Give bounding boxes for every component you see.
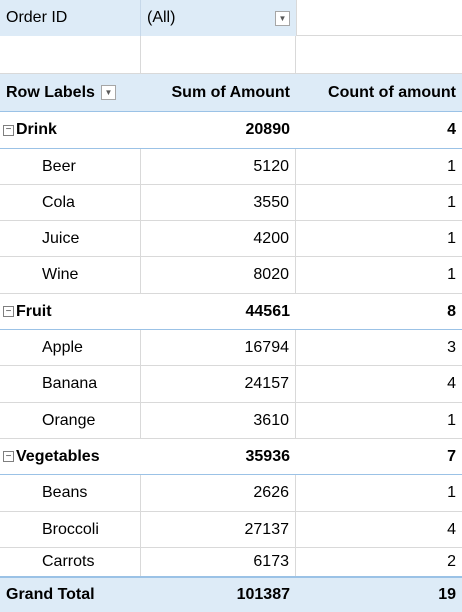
item-count[interactable]: 4 xyxy=(447,375,456,392)
item-count[interactable]: 1 xyxy=(447,157,456,175)
chevron-down-icon: ▼ xyxy=(278,13,287,23)
item-sum[interactable]: 2626 xyxy=(141,475,296,511)
item-label[interactable]: Cola xyxy=(0,185,141,220)
group-label: Fruit xyxy=(16,302,52,320)
filter-value-cell[interactable]: (All) ▼ xyxy=(141,0,296,36)
item-count[interactable]: 2 xyxy=(447,553,456,570)
item-label[interactable]: Apple xyxy=(0,330,141,365)
item-count[interactable]: 1 xyxy=(447,193,456,211)
item-row: Cola 3550 1 xyxy=(0,185,462,221)
empty-cell[interactable] xyxy=(296,36,462,74)
group-label: Vegetables xyxy=(16,447,100,465)
item-count[interactable]: 1 xyxy=(447,229,456,247)
empty-cell[interactable] xyxy=(141,36,296,74)
item-count[interactable]: 1 xyxy=(447,411,456,429)
item-row: Beans 2626 1 xyxy=(0,475,462,512)
pivot-header-row: Row Labels ▼ Sum of Amount Count of amou… xyxy=(0,74,462,112)
row-labels-header-text: Row Labels xyxy=(6,83,95,101)
item-label[interactable]: Banana xyxy=(0,366,141,402)
item-sum[interactable]: 3550 xyxy=(141,185,296,220)
empty-row xyxy=(0,36,462,74)
item-label[interactable]: Beer xyxy=(0,149,141,184)
group-row-fruit: − Fruit 44561 8 xyxy=(0,294,462,330)
item-sum[interactable]: 4200 xyxy=(141,221,296,256)
grand-total-count[interactable]: 19 xyxy=(438,586,456,603)
group-row-vegetables: − Vegetables 35936 7 xyxy=(0,439,462,475)
group-sum[interactable]: 44561 xyxy=(245,302,291,320)
item-row: Carrots 6173 2 xyxy=(0,548,462,576)
item-label[interactable]: Wine xyxy=(0,257,141,293)
sum-of-amount-header[interactable]: Sum of Amount xyxy=(171,83,291,101)
grand-total-label[interactable]: Grand Total xyxy=(6,586,95,603)
item-count[interactable]: 1 xyxy=(447,266,456,283)
item-row: Wine 8020 1 xyxy=(0,257,462,294)
group-sum[interactable]: 35936 xyxy=(245,447,291,465)
item-count[interactable]: 1 xyxy=(447,484,456,501)
item-row: Apple 16794 3 xyxy=(0,330,462,366)
group-row-drink: − Drink 20890 4 xyxy=(0,112,462,149)
group-count[interactable]: 4 xyxy=(447,121,456,138)
filter-value: (All) xyxy=(147,9,176,26)
item-count[interactable]: 3 xyxy=(447,338,456,356)
group-count[interactable]: 7 xyxy=(447,447,456,465)
item-count[interactable]: 4 xyxy=(447,520,456,538)
row-labels-header[interactable]: Row Labels ▼ xyxy=(0,74,141,111)
item-label[interactable]: Broccoli xyxy=(0,512,141,547)
report-filter-row: Order ID (All) ▼ xyxy=(0,0,462,36)
item-label[interactable]: Juice xyxy=(0,221,141,256)
item-sum[interactable]: 5120 xyxy=(141,149,296,184)
group-label-cell[interactable]: − Fruit xyxy=(0,294,141,329)
item-row: Banana 24157 4 xyxy=(0,366,462,403)
item-row: Beer 5120 1 xyxy=(0,149,462,185)
group-sum[interactable]: 20890 xyxy=(245,121,291,138)
item-label[interactable]: Carrots xyxy=(0,548,141,576)
minus-collapse-icon[interactable]: − xyxy=(3,451,14,462)
empty-cell[interactable] xyxy=(296,0,462,36)
empty-cell[interactable] xyxy=(0,36,141,74)
item-row: Orange 3610 1 xyxy=(0,403,462,439)
item-label[interactable]: Orange xyxy=(0,403,141,438)
minus-collapse-icon[interactable]: − xyxy=(3,124,14,136)
group-label-cell[interactable]: − Vegetables xyxy=(0,439,141,474)
filter-field-label[interactable]: Order ID xyxy=(0,0,141,36)
group-label: Drink xyxy=(16,121,57,138)
group-label-cell[interactable]: − Drink xyxy=(0,112,141,148)
grand-total-sum[interactable]: 101387 xyxy=(236,586,290,603)
item-sum[interactable]: 16794 xyxy=(141,330,296,365)
item-row: Broccoli 27137 4 xyxy=(0,512,462,548)
item-label[interactable]: Beans xyxy=(0,475,141,511)
row-labels-dropdown-button[interactable]: ▼ xyxy=(100,85,116,100)
item-row: Juice 4200 1 xyxy=(0,221,462,257)
filter-dropdown-button[interactable]: ▼ xyxy=(275,10,290,26)
item-sum[interactable]: 27137 xyxy=(141,512,296,547)
group-count[interactable]: 8 xyxy=(447,302,456,320)
count-of-amount-header[interactable]: Count of amount xyxy=(328,83,456,101)
item-sum[interactable]: 8020 xyxy=(141,257,296,293)
chevron-down-icon: ▼ xyxy=(104,88,113,97)
item-sum[interactable]: 24157 xyxy=(141,366,296,402)
item-sum[interactable]: 6173 xyxy=(141,548,296,576)
grand-total-row: Grand Total 101387 19 xyxy=(0,576,462,612)
item-sum[interactable]: 3610 xyxy=(141,403,296,438)
minus-collapse-icon[interactable]: − xyxy=(3,306,14,317)
